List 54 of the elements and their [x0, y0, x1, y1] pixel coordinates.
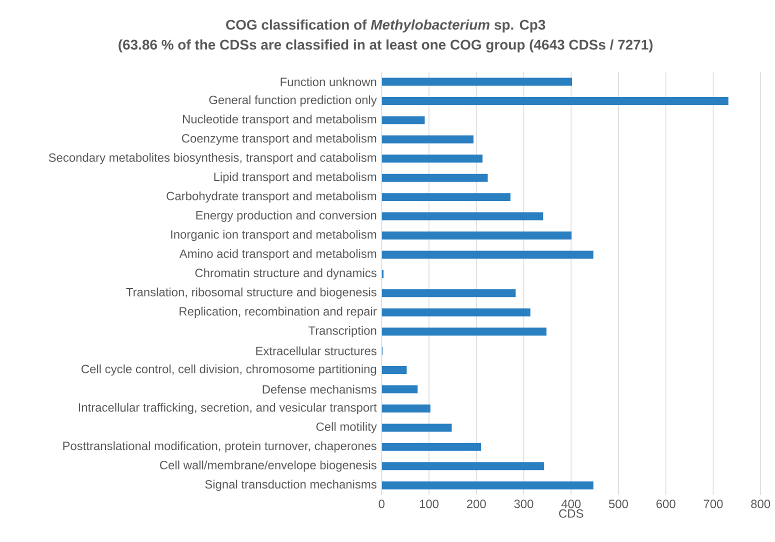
- y-tick-label: Nucleotide transport and metabolism: [183, 114, 376, 126]
- y-tick-label: Carbohydrate transport and metabolism: [166, 192, 376, 203]
- x-tick-label: 100: [420, 500, 439, 508]
- bar: [382, 97, 728, 106]
- bar: [382, 232, 572, 240]
- bar: [382, 404, 430, 413]
- bar: [382, 78, 572, 86]
- x-tick-label: 0: [378, 500, 384, 508]
- y-tick-label: Cell cycle control, cell division, chromosome partitioning: [82, 364, 376, 376]
- bar: [382, 174, 488, 182]
- y-tick-label: Cell motility: [316, 422, 377, 434]
- y-tick-label: Inorganic ion transport and metabolism: [171, 230, 376, 242]
- y-tick-label: Coenzyme transport and metabolism: [182, 134, 376, 146]
- bar: [382, 250, 594, 259]
- bar: [382, 116, 425, 124]
- x-tick-label: 400: [561, 500, 581, 508]
- y-tick-label: Function unknown: [280, 78, 376, 86]
- chart-subtitle: (63.86 % of the CDSs are classified in at least one COG group (4643 CDSs / 7271): [118, 40, 653, 53]
- bar: [382, 443, 482, 452]
- bar: [382, 328, 546, 336]
- x-tick-label: 200: [466, 500, 486, 508]
- y-tick-label: Chromatin structure and dynamics: [195, 268, 376, 280]
- y-tick-label: Replication, recombination and repair: [180, 307, 377, 318]
- bar: [382, 366, 407, 374]
- y-tick-label: Energy production and conversion: [196, 210, 376, 222]
- y-tick-label: Signal transduction mechanisms: [205, 480, 376, 492]
- bar: [382, 193, 510, 202]
- x-tick-label: 800: [751, 500, 770, 508]
- x-tick-label: 600: [656, 500, 676, 508]
- y-tick-label: Extracellular structures: [256, 346, 376, 356]
- y-tick-label: Defense mechanisms: [262, 385, 376, 394]
- bar: [382, 482, 594, 490]
- x-tick-label: 300: [514, 500, 534, 508]
- y-tick-label: Intracellular trafficking, secretion, and vesicular transport: [78, 403, 377, 414]
- y-tick-label: Transcription: [308, 326, 376, 338]
- x-tick-label: 500: [608, 500, 628, 508]
- y-tick-label: Amino acid transport and metabolism: [179, 249, 376, 261]
- y-tick-label: General function prediction only: [209, 96, 377, 107]
- bar: [382, 289, 516, 298]
- bar: [382, 136, 474, 144]
- bar: [382, 424, 452, 432]
- bar: [382, 462, 544, 470]
- bar: [382, 212, 544, 221]
- y-tick-label: Posttranslational modification, protein turnover, chaperones: [63, 442, 376, 453]
- x-tick-label: 700: [704, 500, 723, 508]
- chart-title: COG classification of Methylobacterium sp. Cp3: [226, 20, 546, 33]
- x-axis-title: CDS: [559, 510, 584, 518]
- y-tick-label: Secondary metabolites biosynthesis, transport and catabolism: [48, 153, 376, 164]
- bar: [382, 154, 483, 163]
- y-tick-label: Translation, ribosomal structure and biogenesis: [126, 288, 376, 299]
- bar: [382, 386, 418, 394]
- y-tick-label: Lipid transport and metabolism: [214, 172, 376, 184]
- bar: [382, 308, 530, 317]
- y-tick-label: Cell wall/membrane/envelope biogenesis: [160, 460, 376, 472]
